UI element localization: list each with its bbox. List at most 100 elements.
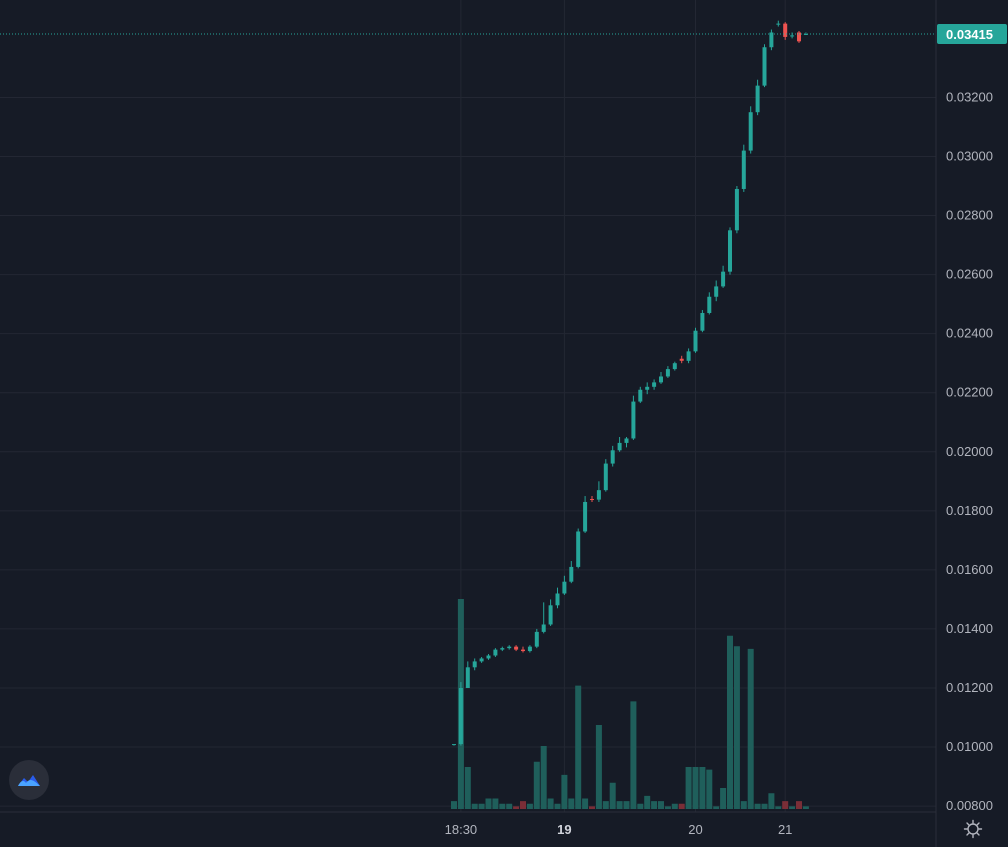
price-tick-label: 0.03000 xyxy=(946,148,993,163)
volume-bar xyxy=(768,793,775,809)
volume-bar xyxy=(492,798,499,809)
volume-bar xyxy=(713,806,720,809)
volume-bar xyxy=(506,803,513,809)
candle xyxy=(783,22,788,40)
candle xyxy=(493,648,498,657)
candle xyxy=(645,382,650,395)
price-tick-label: 0.03200 xyxy=(946,89,993,104)
volume-bar xyxy=(526,803,533,809)
candle xyxy=(790,32,795,39)
candle xyxy=(686,348,691,364)
volume-bar xyxy=(575,685,582,809)
volume-bar xyxy=(609,782,616,809)
volume-bar xyxy=(740,801,747,809)
candle xyxy=(707,292,712,315)
candle xyxy=(569,561,574,584)
candle xyxy=(652,379,657,390)
volume-bar xyxy=(540,746,547,809)
price-tick-label: 0.02600 xyxy=(946,267,993,282)
volume-bar xyxy=(692,767,699,809)
candle xyxy=(797,31,801,43)
volume-bar xyxy=(561,774,568,809)
candle xyxy=(803,32,808,35)
candle xyxy=(755,79,760,116)
volume-bar xyxy=(616,801,623,809)
candle xyxy=(769,29,774,51)
candle xyxy=(728,227,732,275)
candle xyxy=(534,628,539,649)
candle xyxy=(500,646,505,652)
candle xyxy=(665,366,670,378)
volume-bar xyxy=(644,795,651,809)
volume-bar xyxy=(520,801,526,809)
volume-bar xyxy=(754,803,761,809)
candles xyxy=(452,20,808,746)
price-tick-label: 0.02400 xyxy=(946,326,993,341)
candle xyxy=(603,459,608,492)
volume-bar xyxy=(747,648,754,809)
candle xyxy=(486,654,491,660)
chart-grid xyxy=(0,0,936,812)
volume-bar xyxy=(630,701,637,809)
candle xyxy=(479,656,484,663)
candle xyxy=(659,372,663,384)
candle xyxy=(507,645,512,650)
volume-bar xyxy=(499,803,506,809)
volume-bars xyxy=(451,599,809,809)
volume-bar xyxy=(789,806,796,809)
volume-bar xyxy=(471,803,478,809)
volume-bar xyxy=(485,798,492,809)
price-tick-label: 0.01600 xyxy=(946,562,993,577)
candle xyxy=(521,646,525,653)
volume-bar xyxy=(685,767,692,809)
price-tick-label: 0.01400 xyxy=(946,621,993,636)
price-axis[interactable]: 0.00800 0.01000 0.01200 0.01400 0.01600 0.018… xyxy=(935,0,993,847)
candle xyxy=(748,106,753,154)
volume-bar xyxy=(602,801,609,809)
candle xyxy=(776,20,781,27)
candle xyxy=(583,496,588,533)
volume-bar xyxy=(595,725,602,809)
volume-bar xyxy=(796,801,802,809)
price-tick-label: 0.02800 xyxy=(946,208,993,223)
volume-bar xyxy=(706,769,713,809)
candle xyxy=(576,528,581,569)
tradingview-logo-button[interactable] xyxy=(9,760,49,800)
candle xyxy=(617,437,622,452)
volume-bar xyxy=(664,806,671,809)
candle xyxy=(472,658,477,671)
tradingview-logo-icon xyxy=(18,775,40,786)
time-axis[interactable]: 18:30 19 20 21 xyxy=(0,811,936,837)
candle xyxy=(452,744,456,746)
volume-bar xyxy=(589,806,595,809)
volume-bar xyxy=(775,806,782,809)
last-price-badge: 0.03415 xyxy=(937,23,1007,44)
candle xyxy=(638,386,643,404)
price-tick-label: 0.01200 xyxy=(946,680,993,695)
candle xyxy=(624,437,629,448)
volume-bar xyxy=(782,801,789,809)
price-tick-label: 0.02000 xyxy=(946,444,993,459)
gear-icon xyxy=(963,819,983,839)
candle xyxy=(458,682,463,746)
candle xyxy=(631,395,636,440)
time-tick-label: 19 xyxy=(557,822,571,837)
chart-settings-button[interactable] xyxy=(960,816,986,842)
time-tick-label: 20 xyxy=(688,822,702,837)
volume-bar xyxy=(478,803,485,809)
candle xyxy=(596,481,601,502)
volume-bar xyxy=(720,788,727,809)
volume-bar xyxy=(513,806,520,809)
candle xyxy=(762,44,767,88)
volume-bar xyxy=(727,635,733,809)
volume-bar xyxy=(678,803,685,809)
volume-bar xyxy=(451,801,457,809)
volume-bar xyxy=(733,646,740,809)
candle xyxy=(527,645,532,653)
volume-bar xyxy=(699,767,706,809)
candle xyxy=(693,327,698,353)
volume-bar xyxy=(802,806,809,809)
volume-bar xyxy=(554,803,561,809)
volume-bar xyxy=(637,803,644,809)
